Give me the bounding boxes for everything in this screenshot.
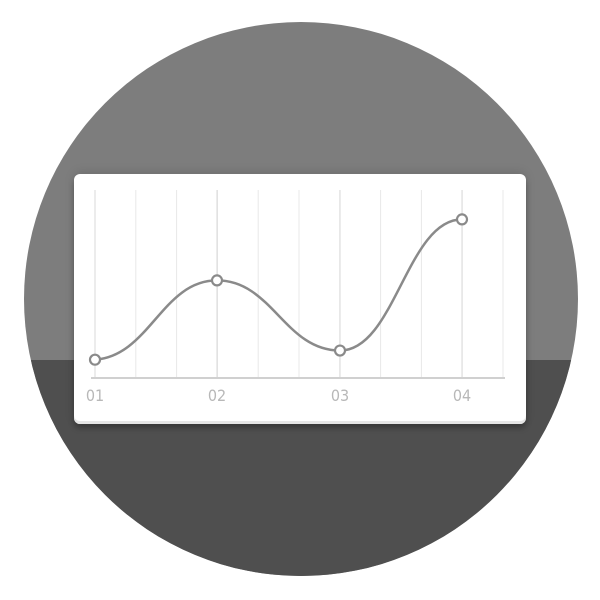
x-tick-label: 03: [331, 386, 349, 405]
series-line: [94, 218, 463, 361]
data-point: [455, 213, 469, 226]
x-tick-label: 04: [453, 386, 471, 405]
x-tick-label: 01: [86, 386, 104, 405]
chart-card: [74, 174, 526, 424]
data-point: [210, 274, 224, 287]
data-point: [333, 344, 347, 357]
x-tick-label: 02: [208, 386, 226, 405]
data-point: [88, 353, 102, 366]
